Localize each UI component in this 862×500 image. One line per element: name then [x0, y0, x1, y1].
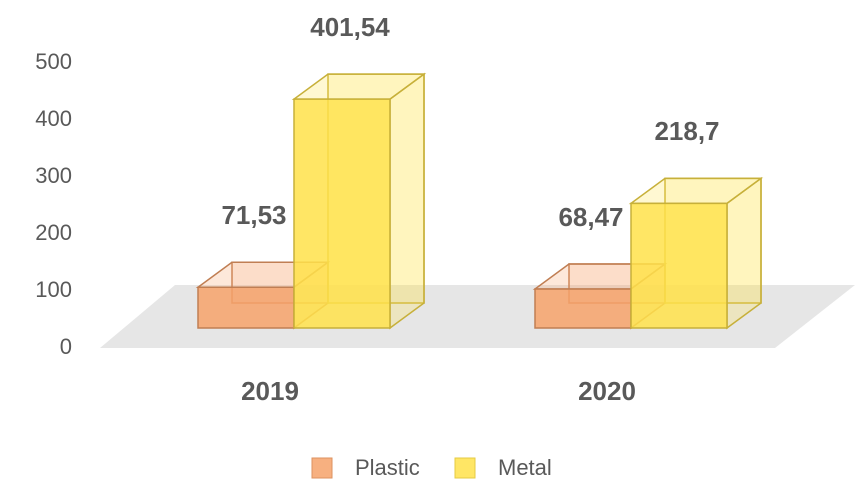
y-tick-label: 100 — [35, 277, 72, 302]
value-label: 218,7 — [654, 116, 719, 146]
legend-swatch — [311, 457, 333, 479]
bar-side — [389, 72, 425, 330]
y-tick-label: 400 — [35, 106, 72, 131]
legend-label: Metal — [498, 455, 552, 480]
legend-swatch — [454, 457, 476, 479]
y-tick-label: 500 — [35, 49, 72, 74]
y-tick-label: 300 — [35, 163, 72, 188]
value-label: 68,47 — [558, 202, 623, 232]
bar-side — [726, 176, 762, 330]
bar-front — [630, 202, 728, 329]
value-label: 401,54 — [310, 12, 390, 42]
x-tick-label: 2020 — [578, 376, 636, 406]
value-label: 71,53 — [221, 200, 286, 230]
legend-label: Plastic — [355, 455, 420, 480]
bar-front — [293, 98, 391, 329]
y-tick-label: 0 — [60, 334, 72, 359]
bar-front — [197, 286, 295, 329]
bar-front — [534, 288, 632, 329]
y-tick-label: 200 — [35, 220, 72, 245]
x-tick-label: 2019 — [241, 376, 299, 406]
